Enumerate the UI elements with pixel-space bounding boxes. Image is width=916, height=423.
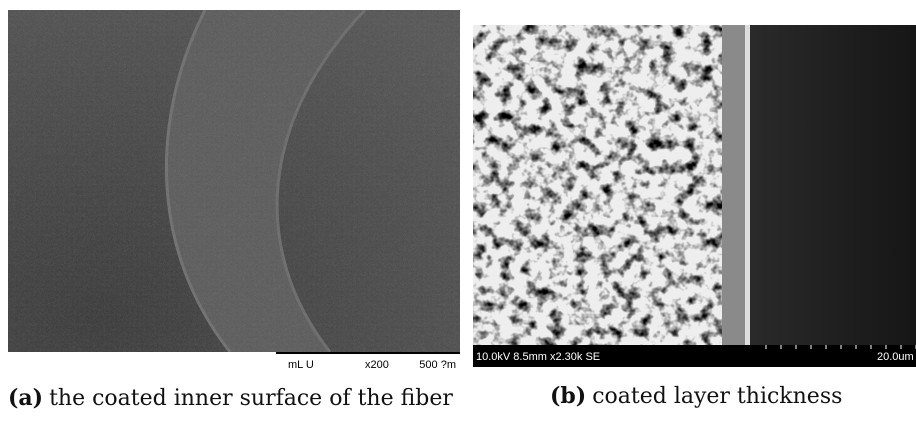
sem-image-b	[473, 25, 916, 367]
overlay-text: 500 ?m	[419, 359, 456, 371]
caption-b: (b) coated layer thickness	[550, 383, 843, 409]
overlay-text: 20.0um	[877, 351, 914, 363]
overlay-text: x200	[365, 359, 389, 371]
caption-a: (a) the coated inner surface of the fiber	[8, 385, 453, 411]
overlay-text: mL U	[288, 359, 314, 371]
overlay-b: 10.0kV 8.5mm x2.30k SE 20.0um	[476, 345, 916, 363]
overlay-text: 10.0kV 8.5mm x2.30k SE	[476, 351, 600, 363]
figure-images: mL U x200 500 ?m 10.0kV 8.5mm x2.30k SE 20.0…	[8, 10, 916, 371]
sem-image-a	[8, 10, 460, 352]
